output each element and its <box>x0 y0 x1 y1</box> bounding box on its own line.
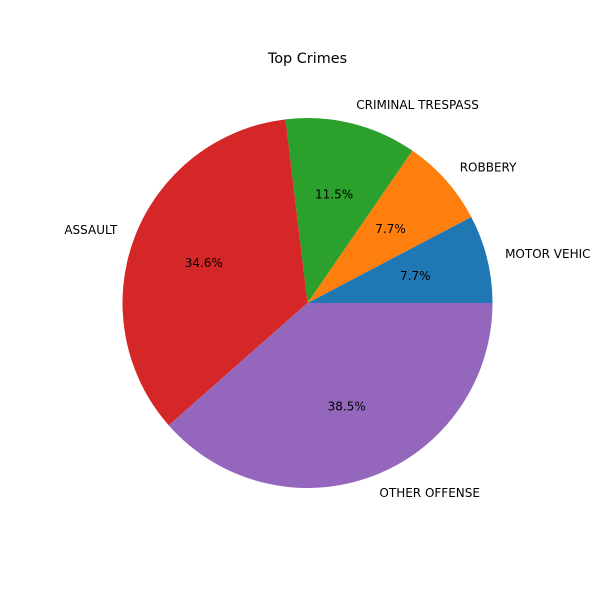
pie-percent-label-3: 34.6% <box>185 256 223 270</box>
pie-category-label-4: OTHER OFFENSE <box>379 486 480 500</box>
pie-slice-4 <box>168 303 493 488</box>
pie-slice-2 <box>285 118 413 303</box>
pie-percent-label-2: 11.5% <box>315 188 353 202</box>
pie-percent-label-4: 38.5% <box>328 399 366 413</box>
pie-percent-labels: 7.7% 7.7% 11.5% 34.6% 38.5% <box>185 188 431 414</box>
pie-category-label-1: ROBBERY <box>460 160 517 174</box>
pie-category-label-0: MOTOR VEHIC <box>505 247 590 261</box>
pie-percent-label-1: 7.7% <box>375 222 406 236</box>
pie-slice-1 <box>307 150 472 303</box>
chart-title: Top Crimes <box>267 51 347 67</box>
pie-slices <box>122 118 493 488</box>
pie-percent-label-0: 7.7% <box>400 269 431 283</box>
pie-category-labels: MOTOR VEHIC ROBBERY CRIMINAL TRESPASS ASSAU… <box>64 98 590 500</box>
pie-slice-3 <box>122 119 308 426</box>
pie-category-label-3: ASSAULT <box>64 223 118 237</box>
pie-slice-0 <box>307 216 493 303</box>
pie-category-label-2: CRIMINAL TRESPASS <box>356 98 479 112</box>
